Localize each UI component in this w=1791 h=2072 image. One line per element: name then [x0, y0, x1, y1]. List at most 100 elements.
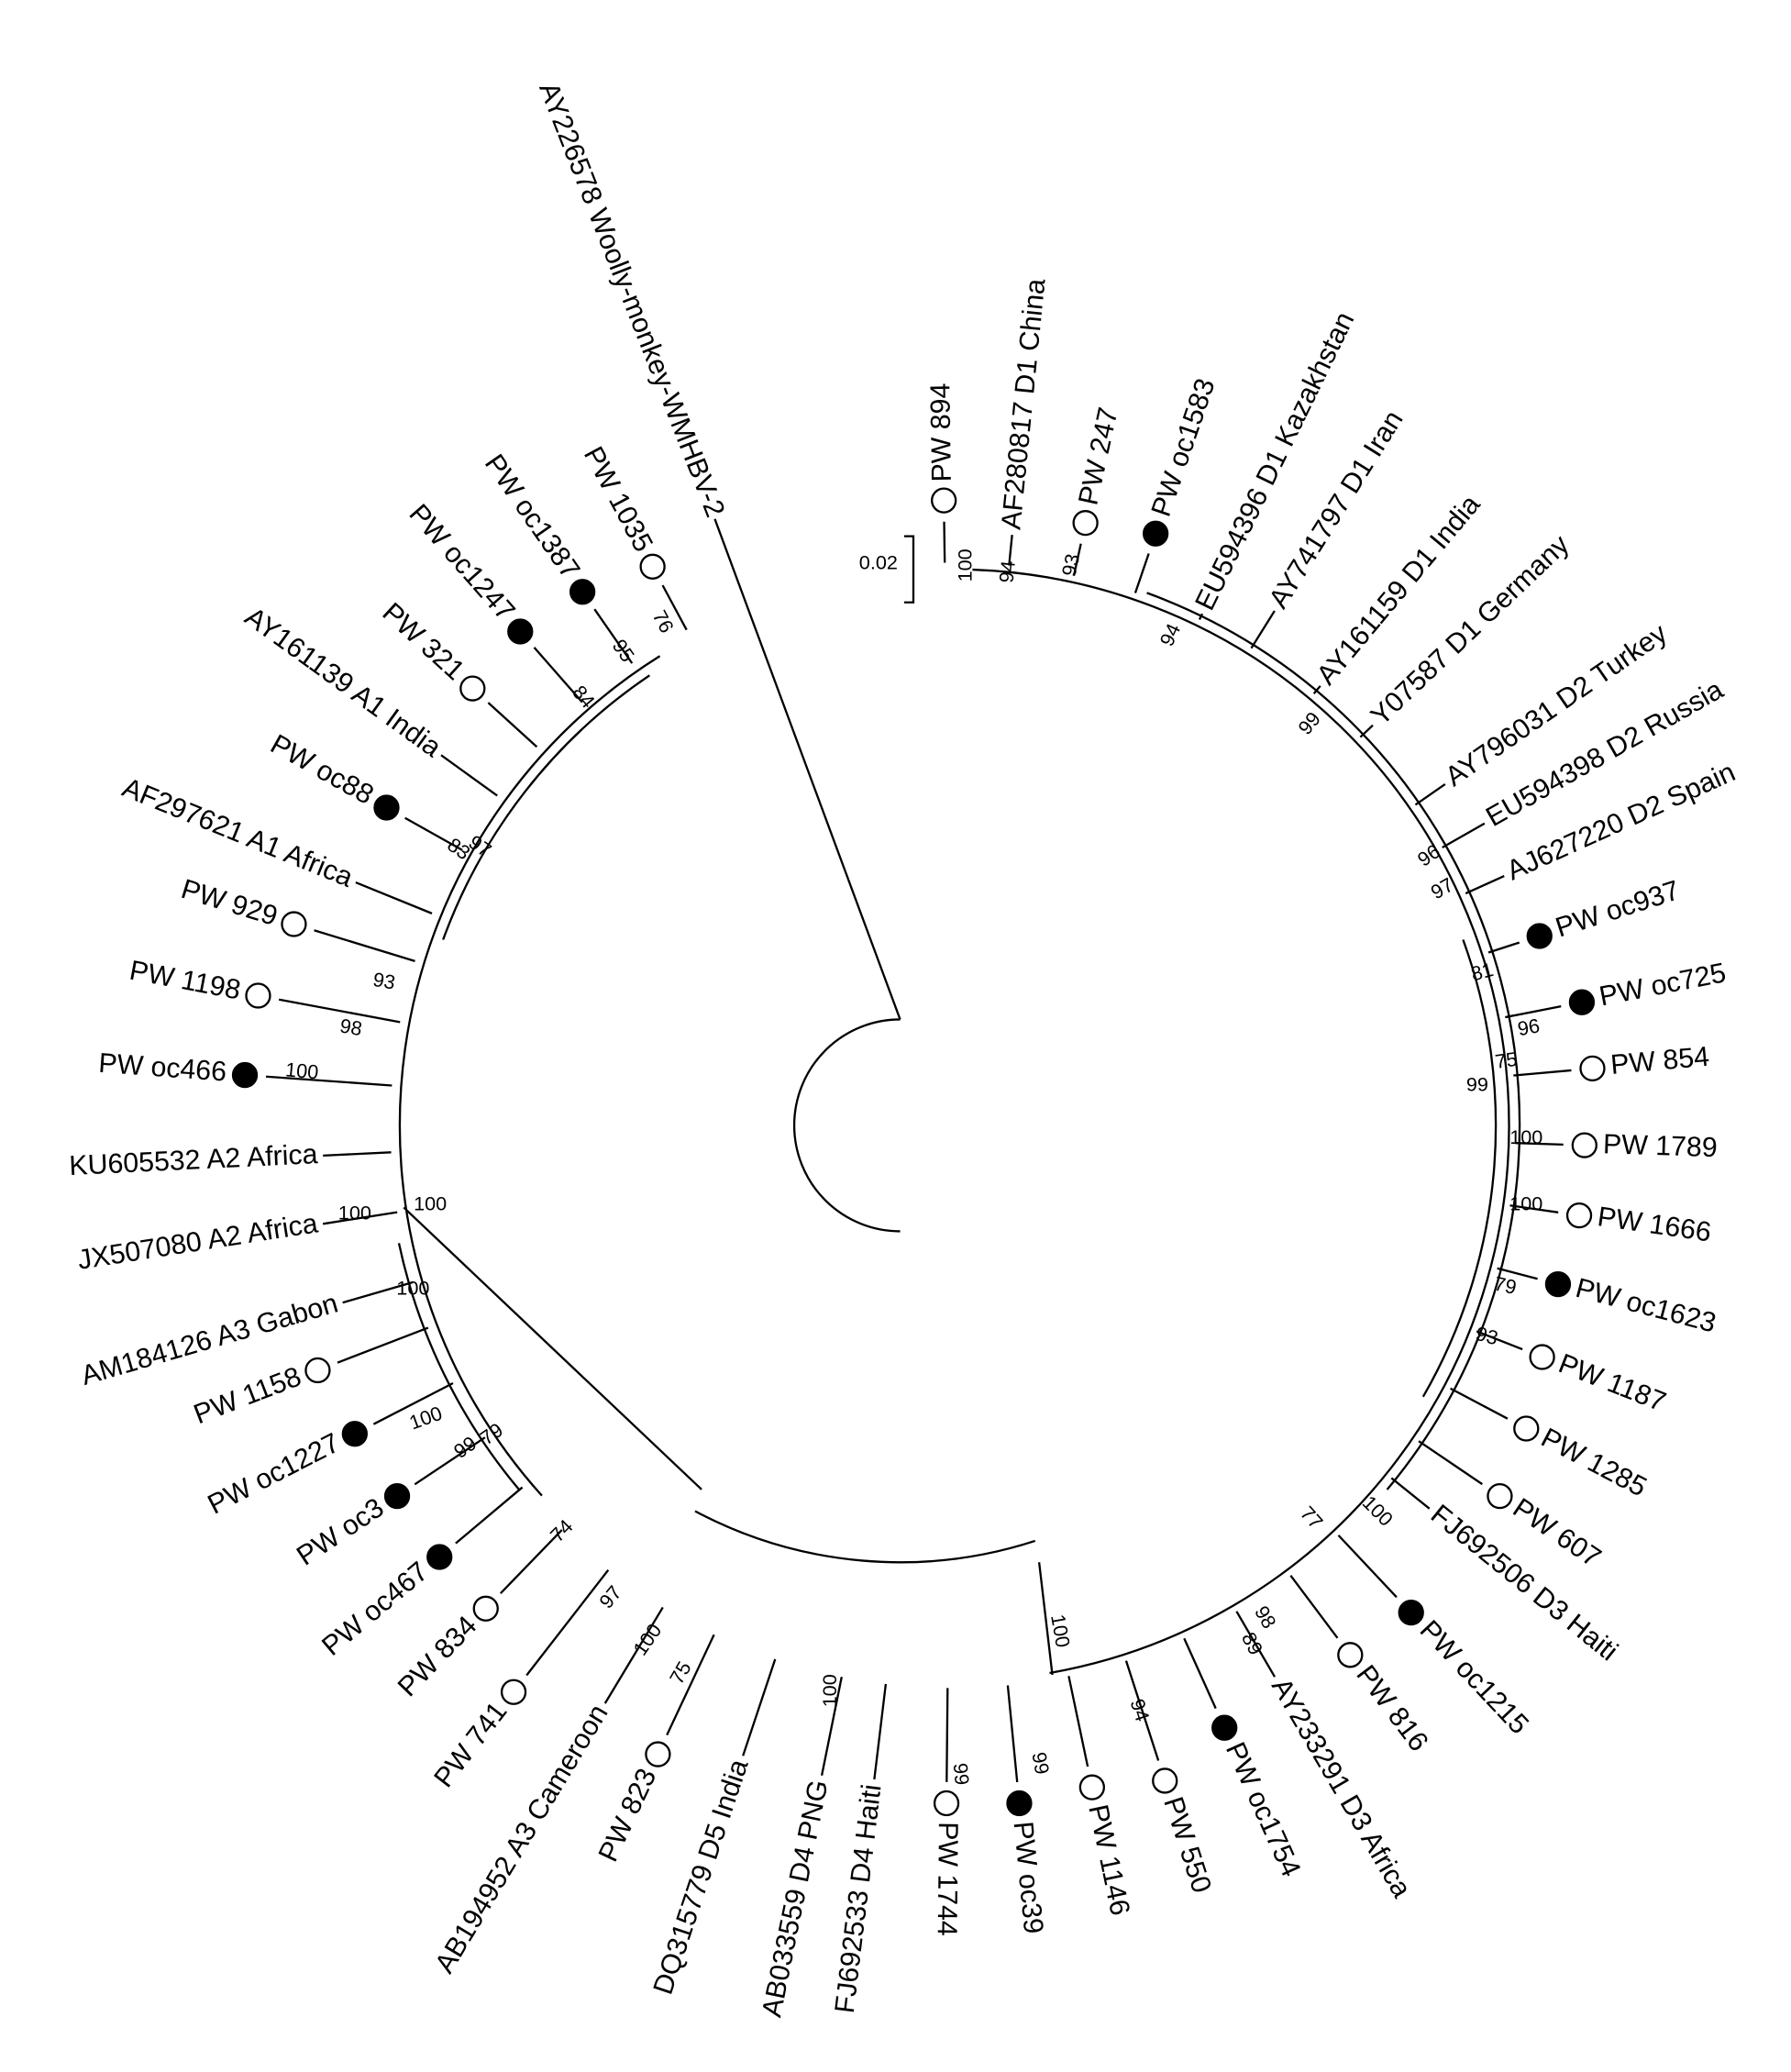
leaf-branch [1337, 1535, 1398, 1599]
bootstrap-value: 93 [371, 968, 397, 994]
bootstrap-value: 99 [1027, 1750, 1054, 1776]
leaf: AM184126 A3 Gabon [78, 1280, 414, 1391]
leaf-branch [1414, 782, 1446, 806]
leaf-label: PW 1744 [932, 1822, 963, 1936]
leaf: AY226578 Woolly-monkey-WMHBV-2 [533, 78, 730, 521]
clade-d-subarc [1421, 939, 1498, 1398]
open-circle-icon [1565, 1202, 1593, 1229]
leaf-label: PW 1789 [1603, 1129, 1719, 1163]
leaf-branch [1006, 1685, 1019, 1783]
leaf-branch [455, 1486, 524, 1545]
leaf-branch [355, 881, 433, 914]
bootstrap-value: 94 [1125, 1696, 1154, 1724]
filled-circle-icon [1006, 1789, 1033, 1817]
bootstrap-value: 99 [1466, 1072, 1488, 1095]
leaf-label: PW 1035 [578, 442, 658, 557]
open-circle-icon [1078, 1774, 1105, 1801]
filled-circle-icon [507, 618, 534, 645]
scale-bar-line [903, 535, 915, 604]
open-circle-icon [1487, 1482, 1513, 1510]
leaf-branch [945, 1688, 949, 1782]
leaf: FJ692533 D4 Haiti [830, 1683, 888, 2015]
leaf: PW 550 [1124, 1660, 1217, 1897]
bootstrap-value: 84 [568, 681, 600, 713]
leaf: PW oc725 [1505, 958, 1729, 1019]
leaf: PW 1789 [1515, 1129, 1718, 1163]
leaf-branch [1465, 875, 1505, 895]
leaf-branch [1198, 613, 1204, 620]
bootstrap-value: 100 [1358, 1491, 1398, 1531]
open-circle-icon [639, 553, 666, 580]
leaf-branch [1513, 1069, 1572, 1077]
leaf-label: JX507080 A2 Africa [75, 1208, 320, 1275]
leaf-label: PW oc1583 [1146, 375, 1222, 521]
leaf: PW 1198 [127, 956, 401, 1024]
bootstrap-value: 93 [1057, 552, 1084, 579]
leaf-branch [603, 1606, 664, 1704]
clade-d-branch [1037, 1562, 1054, 1676]
leaf-branch [1250, 610, 1276, 649]
leaf-label: AY226578 Woolly-monkey-WMHBV-2 [533, 78, 730, 521]
leaf: PW 1744 [932, 1688, 963, 1936]
clade-d-arc [972, 568, 1510, 1675]
bootstrap-value: 98 [338, 1014, 364, 1040]
leaf-branch [1505, 1004, 1562, 1019]
bootstrap-value: 81 [1468, 958, 1496, 985]
bootstrap-value: 79 [1492, 1272, 1519, 1299]
filled-circle-icon [1211, 1714, 1238, 1741]
open-circle-icon [1579, 1055, 1606, 1082]
filled-circle-icon [1398, 1599, 1424, 1626]
clade-a3-arc [397, 1243, 520, 1490]
bootstrap-value: 100 [818, 1674, 841, 1707]
leaf-branch [440, 754, 498, 797]
filled-circle-icon [341, 1421, 368, 1447]
bootstrap-value: 100 [953, 548, 976, 582]
leaf-label: PW oc1227 [203, 1428, 344, 1521]
leaf: PW 247 [1072, 404, 1124, 577]
leaf-branch [1476, 1330, 1523, 1351]
leaf-branch [742, 1658, 777, 1756]
leaf-label: PW oc1215 [1414, 1615, 1534, 1741]
leaf: EU594396 D1 Kazakhstan [1189, 307, 1360, 620]
leaf-branch [372, 1381, 454, 1425]
leaf-branch [499, 1529, 563, 1594]
leaf-label: PW oc1623 [1573, 1273, 1719, 1339]
leaf-branch [1124, 1660, 1160, 1761]
bootstrap-value: 94 [1155, 620, 1185, 649]
open-circle-icon [931, 487, 957, 514]
leaf: PW 929 [178, 874, 415, 962]
leaf-branch [322, 1211, 398, 1225]
clade-a1-arc [442, 674, 650, 940]
scale-bar-label: 0.02 [859, 551, 898, 574]
leaf-label: PW oc1387 [479, 449, 585, 584]
leaf-branch [1072, 543, 1082, 577]
leaf-branch [1487, 941, 1520, 954]
leaf: PW oc466 [97, 1048, 392, 1089]
leaf: PW 1285 [1450, 1387, 1652, 1502]
leaf-branch [1418, 1440, 1483, 1486]
leaf: PW oc1623 [1497, 1267, 1719, 1339]
leaf: PW oc1583 [1133, 375, 1222, 593]
leaf-branch [1359, 724, 1374, 738]
leaf: PW 894 [925, 382, 957, 563]
bootstrap-value: 77 [1296, 1501, 1328, 1534]
leaf-label: PW 550 [1157, 1793, 1217, 1897]
leaf-label: PW 854 [1609, 1042, 1710, 1080]
leaf-branch [820, 1677, 843, 1777]
leaf-branch [873, 1683, 888, 1780]
leaf-branch [1067, 1676, 1089, 1767]
filled-circle-icon [569, 579, 596, 605]
clade-a-arc [398, 655, 661, 1497]
open-circle-icon [281, 911, 307, 937]
open-circle-icon [459, 675, 486, 702]
leaf-branch [1442, 822, 1486, 848]
open-circle-icon [304, 1357, 331, 1384]
bootstrap-value: 97 [1427, 873, 1457, 904]
leaf: PW oc937 [1487, 875, 1684, 954]
leaf-label: PW 1146 [1082, 1802, 1134, 1919]
leaf-label: PW oc725 [1597, 958, 1729, 1012]
leaf-label: PW 1198 [127, 956, 243, 1006]
open-circle-icon [1072, 510, 1099, 537]
leaf: KU605532 A2 Africa [69, 1139, 392, 1181]
